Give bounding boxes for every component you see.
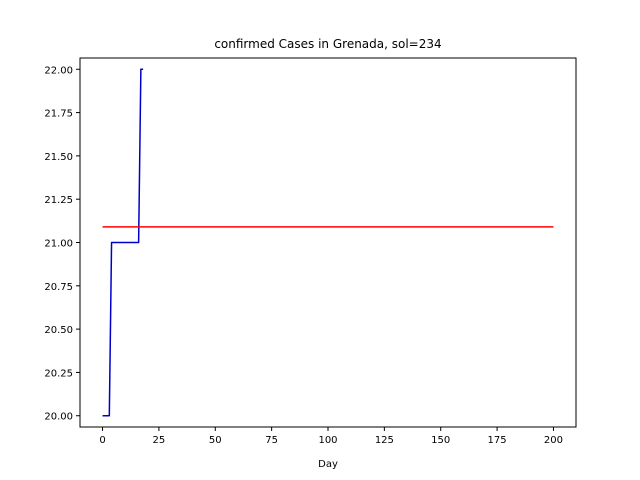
x-tick-label: 150	[431, 435, 450, 446]
y-tick-label: 21.25	[44, 195, 73, 206]
y-tick-label: 20.50	[44, 325, 73, 336]
x-tick-label: 100	[318, 435, 337, 446]
x-tick-label: 50	[209, 435, 222, 446]
x-tick-label: 25	[153, 435, 166, 446]
x-tick-label: 200	[544, 435, 563, 446]
x-axis-label: Day	[318, 459, 338, 470]
x-tick-label: 75	[265, 435, 278, 446]
y-tick-label: 21.75	[44, 109, 73, 120]
series-layer	[102, 68, 554, 417]
y-tick-label: 20.25	[44, 368, 73, 379]
y-tick-label: 22.00	[44, 65, 73, 76]
y-tick-label: 20.75	[44, 282, 73, 293]
x-tick-label: 0	[99, 435, 105, 446]
y-tick-label: 21.50	[44, 152, 73, 163]
chart-title: confirmed Cases in Grenada, sol=234	[214, 37, 441, 51]
series-line-1	[102, 68, 144, 417]
x-axis: 0 25 50 75 100 125 150 175 200	[99, 427, 563, 446]
x-tick-label: 125	[375, 435, 394, 446]
x-tick-label: 175	[488, 435, 507, 446]
y-tick-label: 21.00	[44, 239, 73, 250]
y-axis: 20.00 20.25 20.50 20.75 21.00 21.25 21.50 21.75…	[44, 65, 80, 423]
y-tick-label: 20.00	[44, 412, 73, 423]
